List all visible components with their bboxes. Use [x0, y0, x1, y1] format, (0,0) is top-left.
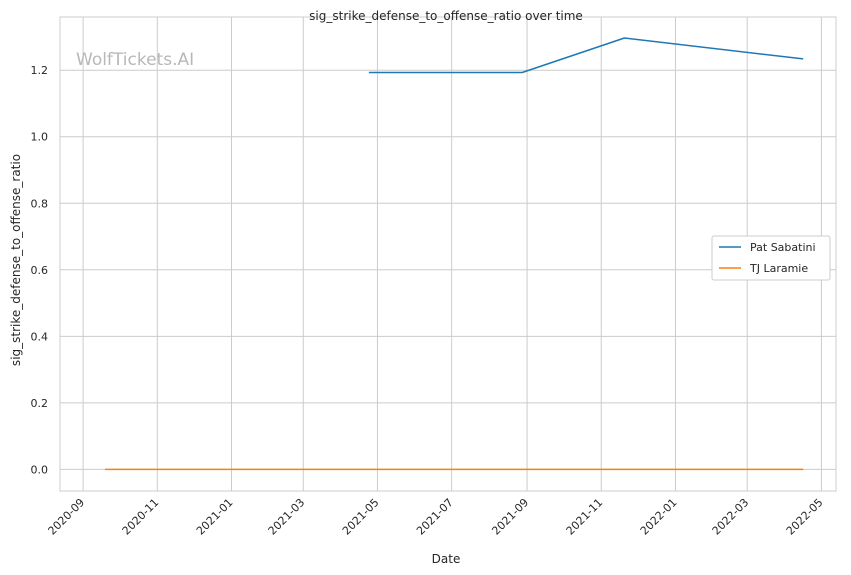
watermark: WolfTickets.AI — [76, 50, 194, 70]
y-tick-label: 0.2 — [31, 397, 49, 410]
chart-title: sig_strike_defense_to_offense_ratio over… — [309, 9, 583, 23]
x-tick-label: 2020-11 — [120, 496, 162, 538]
x-tick-label: 2022-05 — [784, 496, 826, 538]
x-tick-label: 2021-09 — [489, 496, 531, 538]
x-tick-label: 2021-01 — [194, 496, 236, 538]
y-tick-labels: 0.0 0.2 0.4 0.6 0.8 1.0 1.2 — [31, 64, 49, 476]
y-tick-label: 1.2 — [31, 64, 49, 77]
legend-label-1: TJ Laramie — [749, 262, 808, 275]
y-tick-label: 0.0 — [31, 463, 49, 476]
y-tick-label: 0.6 — [31, 264, 49, 277]
y-tick-label: 1.0 — [31, 131, 49, 144]
y-tick-label: 0.8 — [31, 197, 49, 210]
series-layer — [105, 37, 804, 471]
legend-label-0: Pat Sabatini — [750, 241, 816, 254]
y-tick-label: 0.4 — [31, 330, 49, 343]
y-axis-title: sig_strike_defense_to_offense_ratio — [9, 154, 23, 366]
x-tick-label: 2021-07 — [414, 496, 456, 538]
x-axis-title: Date — [432, 552, 461, 566]
series-line-0 — [368, 37, 804, 74]
x-tick-label: 2021-05 — [340, 496, 382, 538]
plot-frame — [59, 16, 837, 492]
x-tick-label: 2021-11 — [564, 496, 606, 538]
x-tick-labels: 2020-09 2020-11 2021-01 2021-03 2021-05 2021-… — [46, 496, 826, 538]
x-tick-label: 2021-03 — [266, 496, 308, 538]
legend-box — [711, 235, 831, 281]
x-tick-label: 2020-09 — [46, 496, 88, 538]
legend: Pat Sabatini TJ Laramie — [711, 235, 831, 281]
x-tick-label: 2022-03 — [710, 496, 752, 538]
x-tick-label: 2022-01 — [638, 496, 680, 538]
